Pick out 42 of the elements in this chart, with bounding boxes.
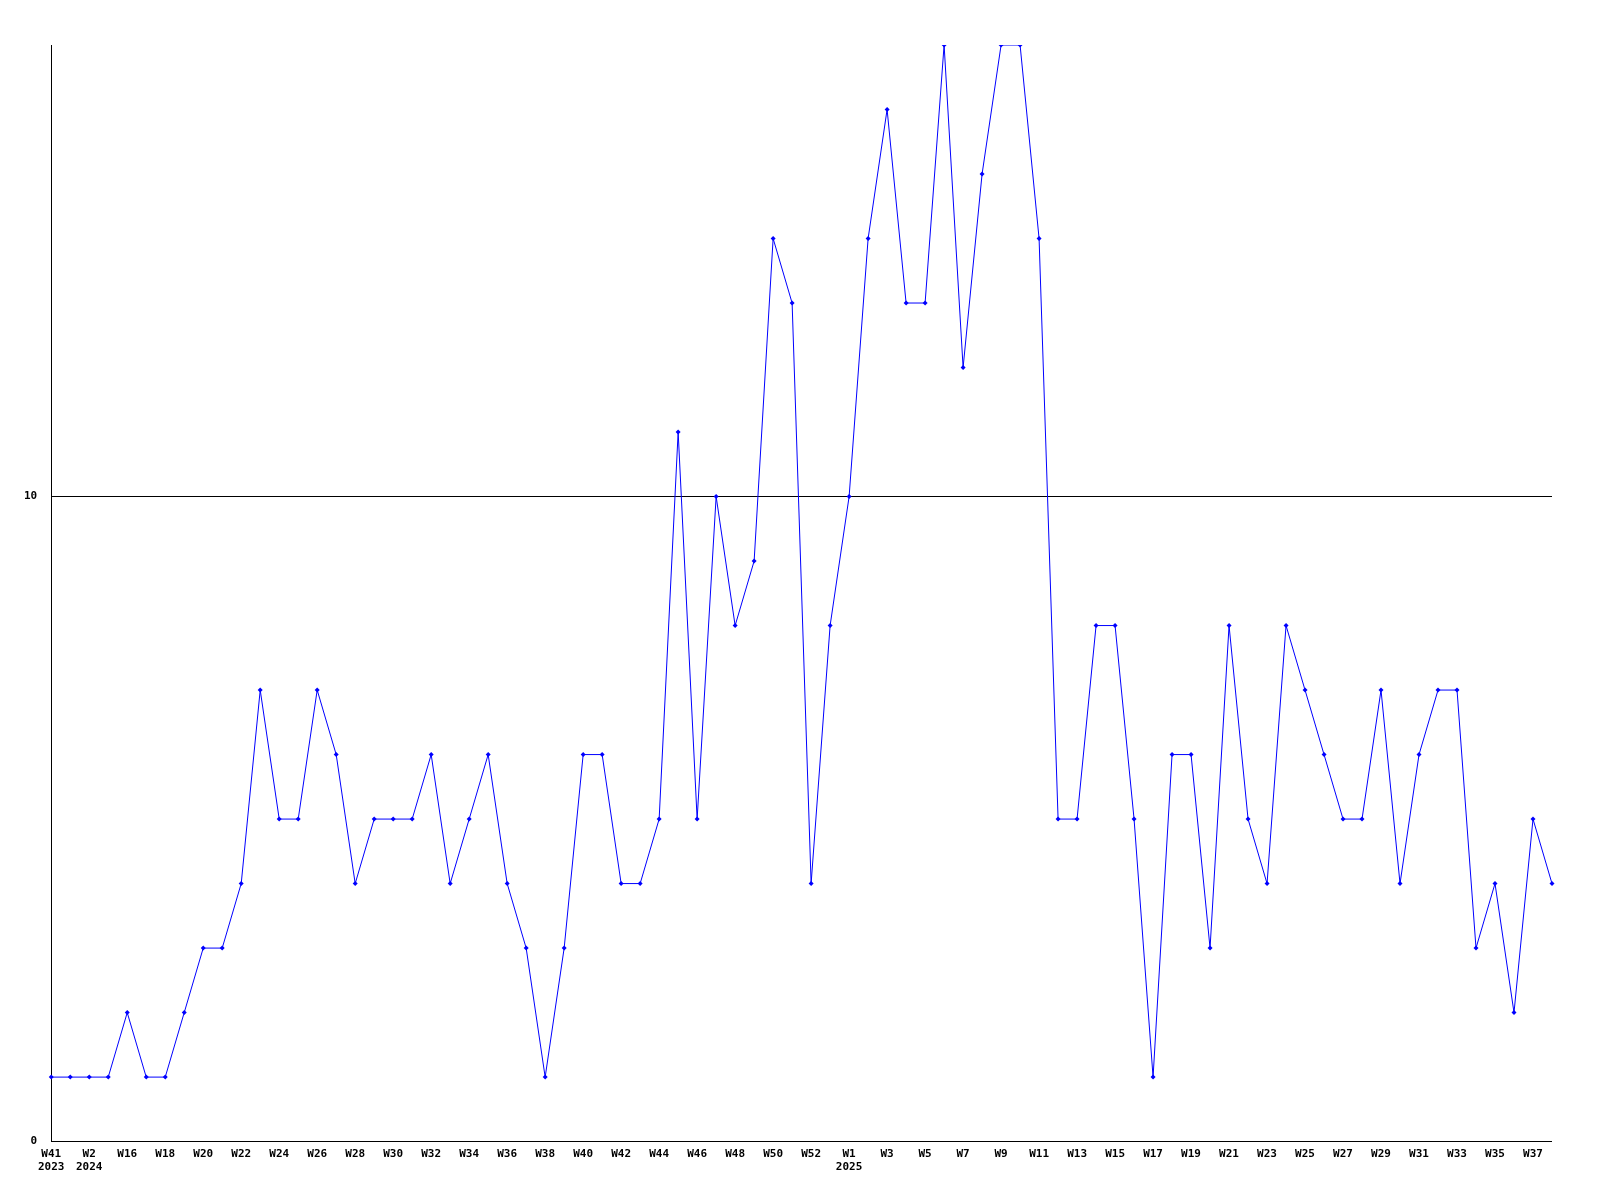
x-tick-label: W25 <box>1295 1147 1315 1161</box>
x-tick-label: W1 2025 <box>835 1147 863 1174</box>
x-tick-label: W31 <box>1409 1147 1430 1161</box>
x-tick-label: W13 <box>1067 1147 1088 1161</box>
x-tick-label: W22 <box>231 1147 252 1161</box>
x-tick-label: W40 <box>573 1147 594 1161</box>
x-tick-label: W35 <box>1485 1147 1505 1161</box>
x-tick-label: W9 <box>994 1147 1008 1161</box>
x-tick-label: W26 <box>307 1147 328 1161</box>
x-tick-label: W29 <box>1371 1147 1391 1161</box>
x-tick-label: W48 <box>725 1147 746 1161</box>
y-tick-label: 10 <box>24 489 38 503</box>
x-tick-label: W5 <box>918 1147 932 1161</box>
x-tick-label: W41 2023 <box>38 1147 65 1174</box>
x-tick-label: W19 <box>1181 1147 1201 1161</box>
x-tick-label: W7 <box>956 1147 970 1161</box>
x-tick-label: W37 <box>1523 1147 1543 1161</box>
x-tick-label: W16 <box>117 1147 138 1161</box>
x-tick-label: W32 <box>421 1147 442 1161</box>
x-tick-label: W24 <box>269 1147 290 1161</box>
x-tick-label: W21 <box>1219 1147 1240 1161</box>
x-tick-label: W15 <box>1105 1147 1126 1161</box>
x-tick-label: W42 <box>611 1147 632 1161</box>
x-tick-label: W20 <box>193 1147 214 1161</box>
x-tick-label: W36 <box>497 1147 518 1161</box>
x-tick-label: W38 <box>535 1147 556 1161</box>
y-tick-label: 0 <box>30 1134 38 1148</box>
x-tick-label: W50 <box>763 1147 784 1161</box>
x-tick-label: W17 <box>1143 1147 1163 1161</box>
x-tick-label: W52 <box>801 1147 822 1161</box>
x-tick-label: W46 <box>687 1147 708 1161</box>
x-tick-label: W33 <box>1447 1147 1467 1161</box>
x-tick-label: W34 <box>459 1147 480 1161</box>
x-tick-label: W28 <box>345 1147 366 1161</box>
x-tick-label: W30 <box>383 1147 404 1161</box>
x-tick-label: W18 <box>155 1147 176 1161</box>
x-tick-label: W3 <box>880 1147 894 1161</box>
x-tick-label: W23 <box>1257 1147 1277 1161</box>
x-tick-label: W11 <box>1029 1147 1050 1161</box>
x-tick-label: W44 <box>649 1147 670 1161</box>
x-tick-label: W2 2024 <box>75 1147 103 1174</box>
x-tick-label: W27 <box>1333 1147 1353 1161</box>
